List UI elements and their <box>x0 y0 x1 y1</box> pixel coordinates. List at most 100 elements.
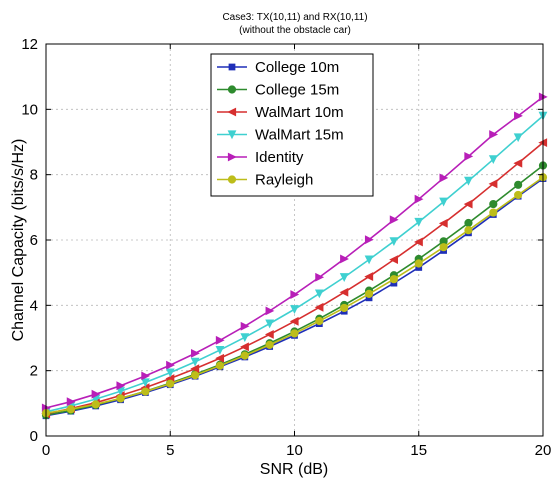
y-tick-label: 4 <box>30 297 38 314</box>
data-point <box>340 254 349 264</box>
legend-swatch-marker <box>227 85 237 94</box>
data-point <box>315 316 324 326</box>
x-tick-label: 5 <box>166 442 174 459</box>
data-point <box>340 303 349 313</box>
data-point <box>438 218 448 228</box>
data-point <box>240 342 249 352</box>
data-point <box>289 316 299 326</box>
y-tick-label: 6 <box>30 232 38 249</box>
data-point <box>265 340 274 349</box>
data-point <box>264 329 274 339</box>
data-point <box>240 351 249 360</box>
y-tick-label: 12 <box>21 36 38 53</box>
data-point <box>190 364 200 374</box>
legend-entry: College 15m <box>217 82 339 99</box>
data-point <box>215 361 225 370</box>
data-point <box>488 155 498 165</box>
data-point <box>215 353 225 363</box>
x-tick-label: 15 <box>410 442 427 459</box>
data-point <box>463 199 473 209</box>
data-point <box>265 319 275 329</box>
data-point <box>339 273 349 282</box>
data-point <box>364 255 374 265</box>
legend-label: College 15m <box>255 82 339 99</box>
data-point <box>215 345 225 355</box>
data-point <box>141 387 150 396</box>
legend-label: Identity <box>255 149 304 166</box>
series-0 <box>42 175 547 420</box>
legend-entry: Identity <box>217 149 304 166</box>
data-point <box>414 237 423 247</box>
data-point <box>215 335 225 345</box>
legend-entry: WalMart 15m <box>217 127 344 144</box>
series-4 <box>41 92 548 413</box>
y-axis-label: Channel Capacity (bits/s/Hz) <box>10 139 27 342</box>
legend-box <box>210 53 374 197</box>
legend-label: WalMart 15m <box>255 127 344 144</box>
data-point <box>389 275 398 284</box>
series-5 <box>41 173 548 418</box>
legend-swatch-marker <box>227 130 237 140</box>
legend-label: Rayleigh <box>255 172 313 189</box>
data-point <box>116 381 126 391</box>
data-point <box>364 235 374 245</box>
data-point <box>414 217 424 227</box>
data-point <box>314 289 324 299</box>
data-point <box>240 333 250 343</box>
data-point <box>439 243 448 252</box>
data-point <box>290 305 299 314</box>
data-point <box>190 357 200 367</box>
data-point <box>91 389 101 399</box>
data-point <box>290 329 299 338</box>
data-point <box>364 272 374 281</box>
legend-entry: College 10m <box>217 59 339 76</box>
legend-swatch-marker <box>228 63 236 71</box>
data-point <box>165 368 175 378</box>
legend-label: College 10m <box>255 59 339 76</box>
legend-swatch-marker <box>227 107 237 117</box>
data-point <box>488 179 498 189</box>
data-point <box>389 237 399 247</box>
x-tick-label: 0 <box>42 442 50 459</box>
series-layer <box>41 92 548 420</box>
data-point <box>489 130 499 139</box>
data-point <box>489 208 498 217</box>
data-point <box>191 371 200 380</box>
legend-label: WalMart 10m <box>255 104 344 121</box>
legend-swatch-marker <box>227 175 237 184</box>
data-point <box>140 378 150 388</box>
data-point <box>414 259 423 268</box>
x-axis-label: SNR (dB) <box>260 461 328 478</box>
data-point <box>514 190 523 200</box>
data-point <box>116 394 125 403</box>
legend-entry: Rayleigh <box>217 172 313 189</box>
data-point <box>489 199 498 209</box>
data-point <box>66 405 75 414</box>
data-point <box>464 218 473 228</box>
data-point <box>513 158 523 168</box>
data-point <box>464 176 473 186</box>
data-point <box>339 287 349 297</box>
data-point <box>240 321 250 331</box>
data-point <box>191 348 200 358</box>
legend: College 10m College 15m WalMart 10m WalMart… <box>210 53 374 197</box>
legend-entry: WalMart 10m <box>217 104 344 121</box>
data-point <box>66 397 76 407</box>
x-tick-label: 10 <box>286 442 303 459</box>
y-tick-label: 10 <box>21 101 38 118</box>
data-point <box>464 151 474 161</box>
data-point <box>439 197 449 207</box>
data-point <box>141 371 151 381</box>
y-tick-label: 8 <box>30 167 38 184</box>
data-point <box>166 360 175 370</box>
series-2 <box>41 138 548 419</box>
data-point <box>389 255 398 265</box>
data-point <box>514 111 523 121</box>
legend-swatch-marker <box>227 152 237 162</box>
data-point <box>265 306 275 316</box>
tick-layer: 0 5 10 15 20 0 2 4 6 8 10 12 <box>21 36 551 459</box>
data-point <box>414 194 424 204</box>
data-point <box>439 173 449 183</box>
y-tick-label: 2 <box>30 363 38 380</box>
